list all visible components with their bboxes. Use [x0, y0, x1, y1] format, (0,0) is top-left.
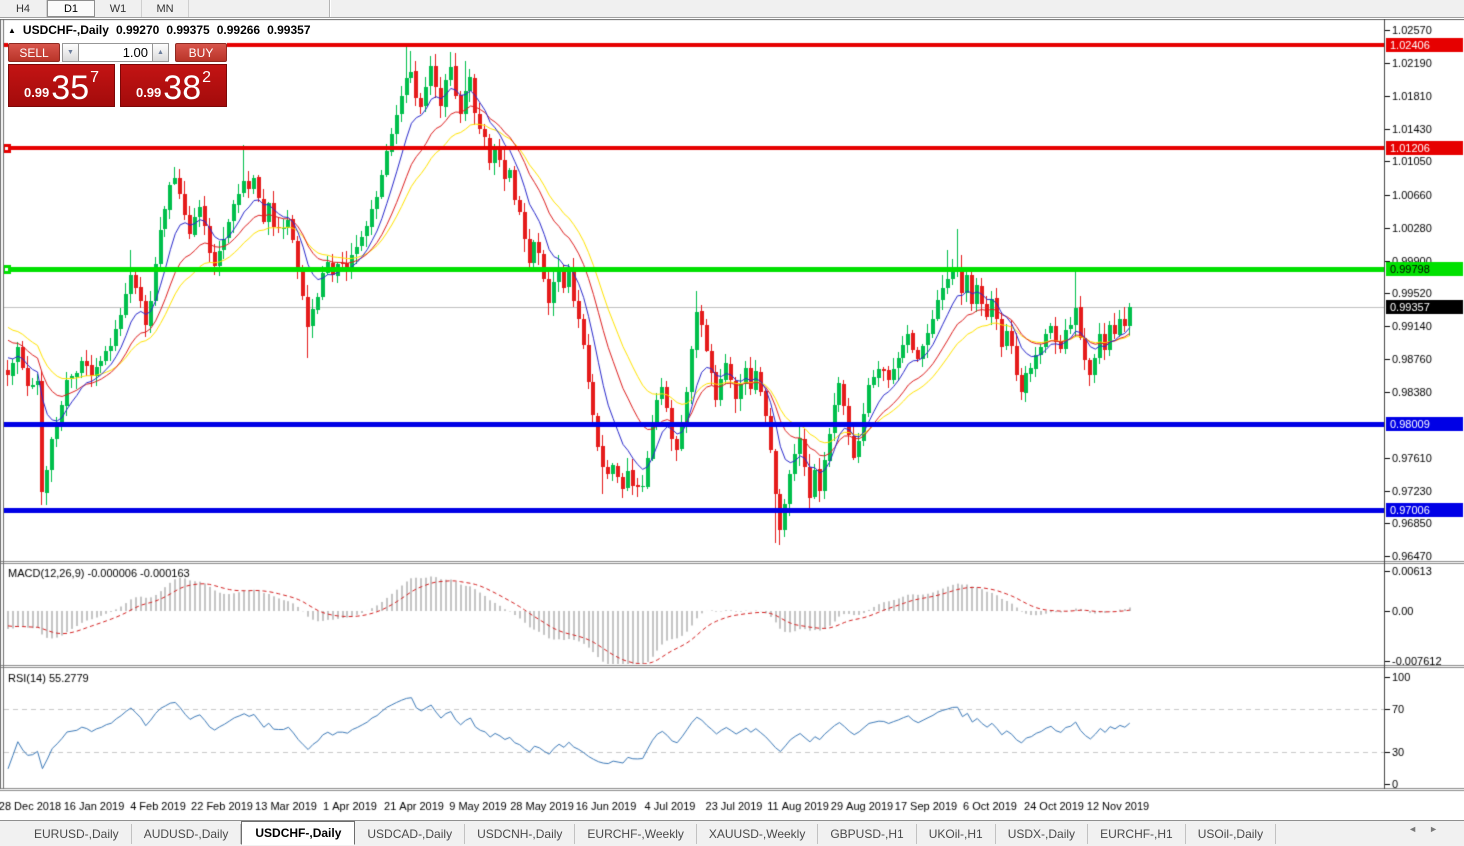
chart-symbol-period: USDCHF-,Daily	[22, 23, 109, 37]
tab-eurusd-daily[interactable]: EURUSD-,Daily	[22, 823, 132, 844]
sell-price-prefix: 0.99	[23, 85, 50, 100]
one-click-trading-panel: SELL ▼ ▲ BUY 0.99 35 7 0.99 38 2	[8, 42, 227, 108]
tab-usoil-daily[interactable]: USOil-,Daily	[1186, 823, 1277, 844]
buy-price-big: 38	[163, 69, 202, 107]
timeframe-toolbar: H4 D1 W1 MN	[0, 0, 1464, 18]
chart-title: ▲ USDCHF-,Daily 0.99270 0.99375 0.99266 …	[8, 23, 311, 37]
chart-tab-bar: EURUSD-,Daily AUDUSD-,Daily USDCHF-,Daily U…	[0, 820, 1464, 846]
tab-eurchf-h1[interactable]: EURCHF-,H1	[1088, 823, 1186, 844]
tab-usdx-daily[interactable]: USDX-,Daily	[996, 823, 1089, 844]
buy-price-pip: 2	[202, 69, 212, 86]
timeframe-button-w1[interactable]: W1	[95, 0, 142, 17]
ohlc-open: 0.99270	[115, 23, 160, 37]
volume-decrease-button[interactable]: ▼	[62, 43, 79, 62]
buy-price-prefix: 0.99	[135, 85, 162, 100]
sell-price-big: 35	[51, 69, 90, 107]
sell-price-pip: 7	[90, 69, 100, 86]
ohlc-low: 0.99266	[216, 23, 261, 37]
toolbar-divider	[329, 0, 331, 17]
tab-audusd-daily[interactable]: AUDUSD-,Daily	[132, 823, 242, 844]
ohlc-high: 0.99375	[166, 23, 210, 37]
trade-controls-row: SELL ▼ ▲ BUY	[8, 43, 227, 62]
buy-button[interactable]: BUY	[175, 43, 227, 62]
sell-button[interactable]: SELL	[8, 43, 60, 62]
tab-usdchf-daily[interactable]: USDCHF-,Daily	[241, 820, 356, 845]
buy-price-box[interactable]: 0.99 38 2	[120, 64, 227, 107]
tab-usdcad-daily[interactable]: USDCAD-,Daily	[355, 823, 466, 844]
price-chart-canvas[interactable]	[0, 19, 1464, 819]
tab-xauusd-weekly[interactable]: XAUUSD-,Weekly	[697, 823, 819, 844]
tab-eurchf-weekly[interactable]: EURCHF-,Weekly	[575, 823, 697, 844]
tab-ukoil-h1[interactable]: UKOil-,H1	[917, 823, 996, 844]
timeframe-button-h4[interactable]: H4	[0, 0, 47, 17]
tab-gbpusd-h1[interactable]: GBPUSD-,H1	[818, 823, 917, 844]
timeframe-button-d1[interactable]: D1	[47, 0, 95, 17]
timeframe-button-mn[interactable]: MN	[142, 0, 189, 17]
tab-scroll-right-icon[interactable]: ►	[1429, 824, 1450, 834]
ohlc-close: 0.99357	[267, 23, 311, 37]
collapse-panel-icon[interactable]: ▲	[8, 25, 16, 35]
tab-usdcnh-daily[interactable]: USDCNH-,Daily	[465, 823, 576, 844]
tab-scroll-arrows: ◄►	[1408, 824, 1450, 834]
volume-increase-button[interactable]: ▲	[152, 43, 169, 62]
volume-input[interactable]	[79, 43, 152, 62]
sell-price-box[interactable]: 0.99 35 7	[8, 64, 115, 107]
tab-scroll-left-icon[interactable]: ◄	[1408, 824, 1430, 834]
